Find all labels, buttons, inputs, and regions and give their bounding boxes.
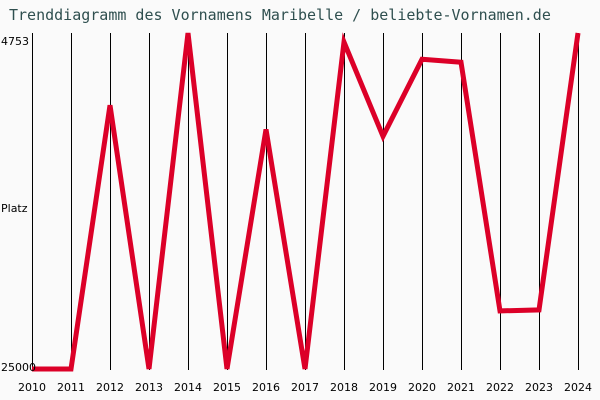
series-line-maribelle [32,32,581,372]
x-axis-label-2020: 2020 [408,381,436,394]
x-axis-label-2012: 2012 [96,381,124,394]
x-axis-label-2023: 2023 [525,381,553,394]
x-axis-label-2013: 2013 [135,381,163,394]
x-axis-label-2010: 2010 [18,381,46,394]
vertical-gridlines [32,33,579,370]
y-axis-title: Platz [1,202,28,215]
x-axis-label-2014: 2014 [174,381,202,394]
x-axis-label-2011: 2011 [57,381,85,394]
x-axis-label-2015: 2015 [213,381,241,394]
x-axis-label-2017: 2017 [291,381,319,394]
x-axis-label-2019: 2019 [369,381,397,394]
x-axis-label-2024: 2024 [564,381,592,394]
x-axis-label-2018: 2018 [330,381,358,394]
y-axis-bottom-label: 25000 [1,361,36,374]
chart-title: Trenddiagramm des Vornamens Maribelle / … [9,6,551,24]
x-axis-label-2016: 2016 [252,381,280,394]
y-axis-top-label: 4753 [1,35,29,48]
x-axis-label-2021: 2021 [447,381,475,394]
x-axis-label-2022: 2022 [486,381,514,394]
